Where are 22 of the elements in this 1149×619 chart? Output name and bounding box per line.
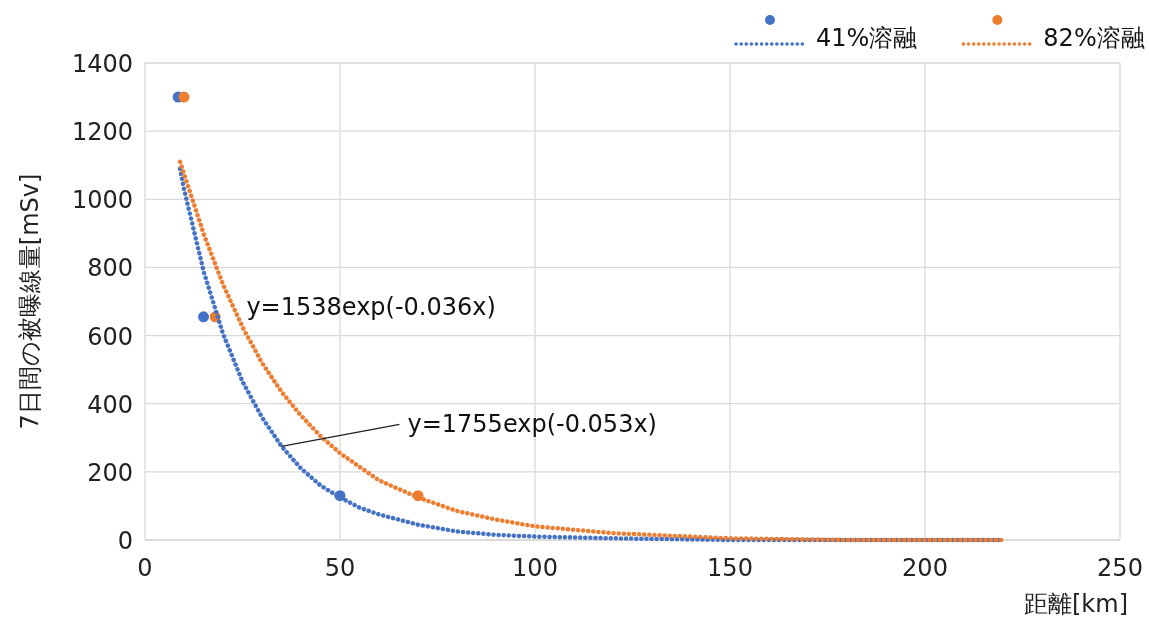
x-tick-label: 200: [902, 554, 948, 582]
annotation: y=1538exp(-0.036x): [246, 293, 496, 322]
y-tick-label: 0: [117, 527, 133, 555]
y-tick-label: 800: [87, 254, 133, 283]
y-axis-title: 7日間の被曝線量[mSv]: [16, 173, 44, 430]
y-tick-label: 1400: [71, 50, 133, 78]
x-tick-label: 250: [1097, 554, 1143, 582]
y-tick-label: 400: [87, 390, 133, 419]
x-tick-label: 150: [707, 554, 753, 582]
legend-label: 41%溶融: [816, 24, 918, 52]
y-tick-label: 600: [87, 322, 133, 351]
point: [198, 311, 209, 323]
x-axis-title: 距離[km]: [1023, 590, 1128, 618]
y-tick-label: 1000: [71, 186, 133, 215]
x-tick-label: 100: [512, 554, 558, 582]
legend-label: 82%溶融: [1043, 24, 1145, 52]
annotation: y=1755exp(-0.053x): [407, 410, 657, 439]
y-tick-label: 1200: [71, 118, 133, 147]
point: [178, 91, 190, 103]
y-tick-label: 200: [87, 458, 133, 487]
x-tick-label: 50: [324, 554, 356, 582]
x-tick-label: 0: [137, 554, 153, 582]
